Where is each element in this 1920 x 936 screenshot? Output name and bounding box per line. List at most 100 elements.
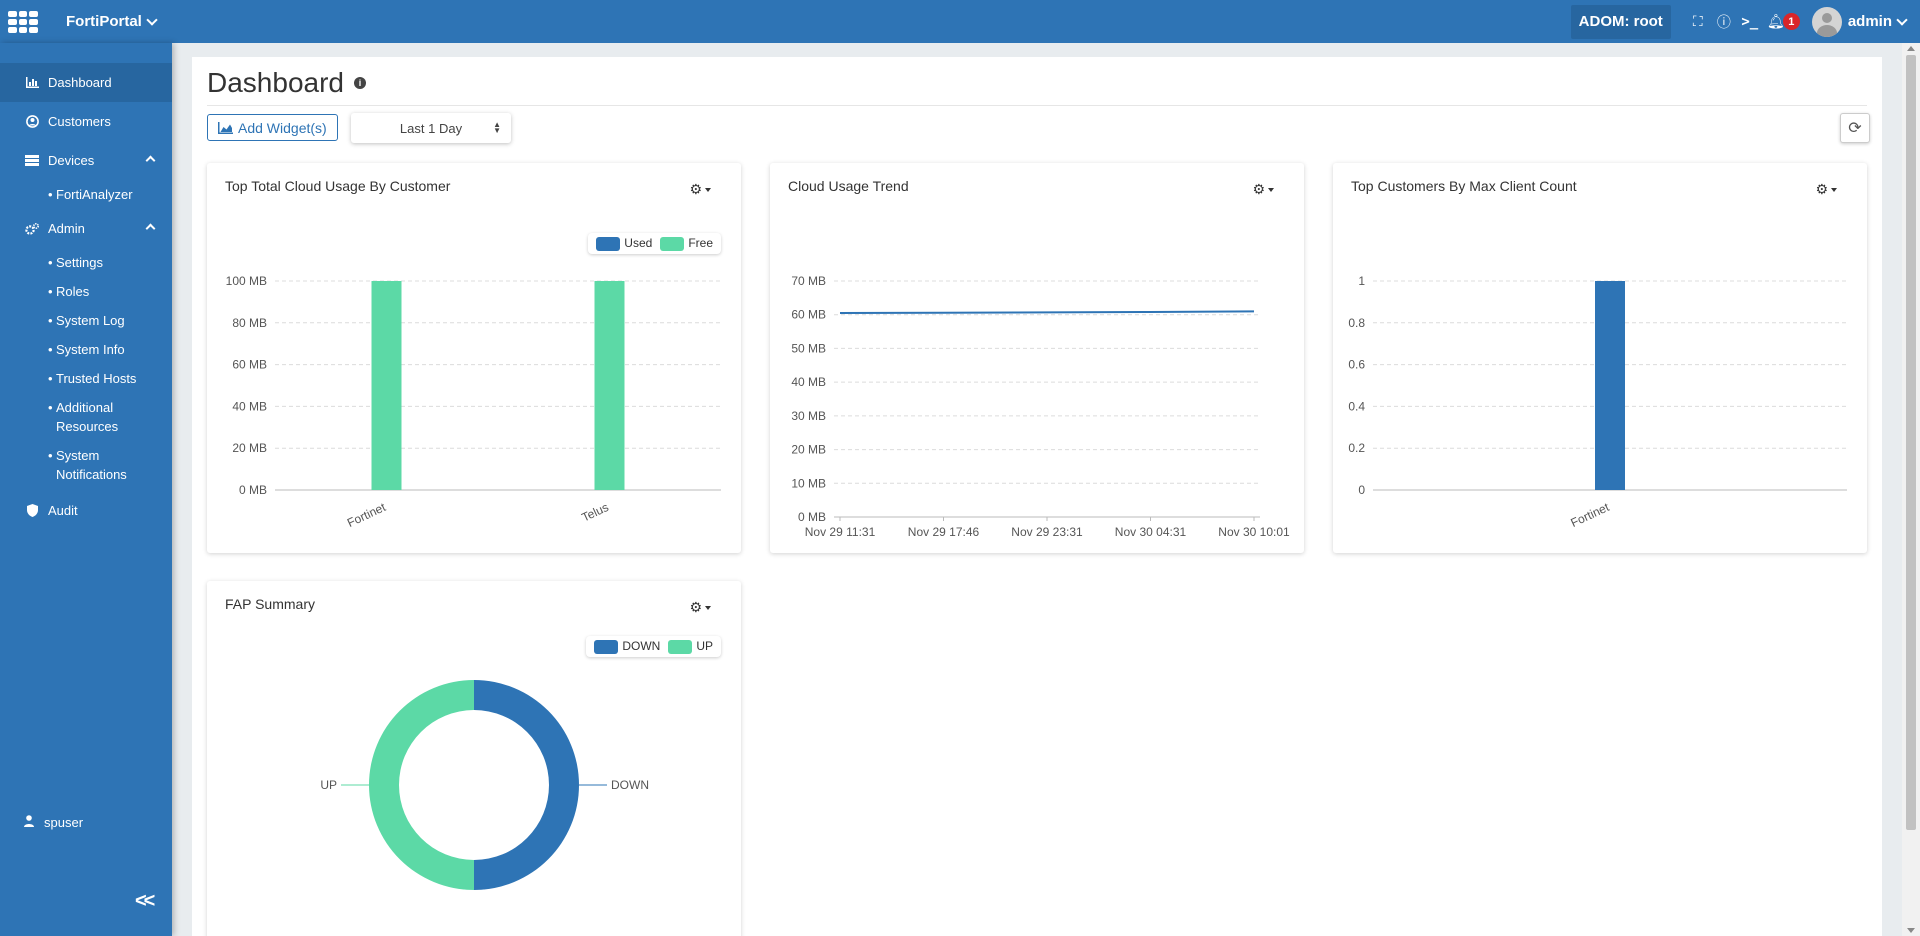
y-tick-label: 20 MB — [232, 441, 267, 455]
user-circle-icon — [24, 115, 40, 128]
server-icon — [24, 155, 40, 166]
add-widget-label: Add Widget(s) — [238, 119, 327, 136]
slice-up — [369, 680, 474, 890]
gear-icon[interactable]: ⚙ — [1252, 181, 1274, 198]
user-name: admin — [1847, 13, 1892, 30]
sidebar-item-fortianalyzer[interactable]: FortiAnalyzer — [0, 180, 172, 209]
bell-icon[interactable]: 🔔︎ — [1766, 13, 1785, 29]
scroll-up-icon[interactable] — [1907, 46, 1915, 51]
sidebar-item-label: Dashboard — [48, 75, 112, 90]
y-tick-label: 0.4 — [1348, 399, 1365, 413]
scroll-thumb[interactable] — [1906, 55, 1916, 830]
select-arrows-icon: ▲ ▼ — [493, 120, 501, 135]
chevron-up-icon — [145, 155, 156, 166]
current-user-name: spuser — [44, 815, 84, 830]
time-range-select[interactable]: Last 1 Day ▲ ▼ — [351, 113, 511, 143]
brand-label: FortiPortal — [66, 13, 142, 30]
sidebar-subitem-label: Trusted Hosts — [56, 371, 137, 386]
sidebar-item-additional-resources[interactable]: Additional Resources — [0, 393, 140, 441]
trend-line — [839, 310, 1255, 315]
x-tick-label: Nov 29 23:31 — [1011, 525, 1083, 539]
gear-icon[interactable]: ⚙ — [1815, 181, 1837, 198]
legend-item-down[interactable]: DOWN — [594, 639, 660, 654]
bar-free — [594, 281, 625, 490]
y-tick-label: 0.2 — [1348, 441, 1365, 455]
user-menu[interactable]: admin — [1811, 6, 1908, 37]
sidebar-item-system-log[interactable]: System Log — [0, 306, 172, 335]
sidebar-subitem-label: Additional Resources — [56, 400, 119, 434]
fap-donut-chart: DOWN UP — [320, 680, 649, 890]
sidebar-item-label: Admin — [48, 221, 85, 236]
collapse-sidebar-icon[interactable]: << — [135, 890, 155, 912]
x-tick-label: Fortinet — [345, 500, 388, 530]
y-tick-label: 30 MB — [791, 409, 826, 423]
legend-item-used[interactable]: Used — [596, 236, 652, 251]
widget-title: Top Total Cloud Usage By Customer — [225, 178, 451, 194]
current-user[interactable]: spuser — [24, 815, 83, 830]
sidebar-item-audit[interactable]: Audit — [0, 491, 172, 530]
sidebar-item-admin[interactable]: Admin — [0, 209, 172, 248]
y-tick-label: 70 MB — [791, 274, 826, 288]
x-tick-label: Nov 29 11:31 — [805, 525, 876, 539]
sidebar-subitem-label: System Info — [56, 342, 125, 357]
add-widget-button[interactable]: Add Widget(s) — [207, 114, 338, 141]
sidebar-subitem-label: Roles — [56, 284, 90, 299]
sidebar-subitem-label: System Notifications — [56, 448, 127, 482]
fullscreen-icon[interactable]: ⛶ — [1692, 13, 1703, 29]
y-tick-label: 80 MB — [232, 316, 267, 330]
sidebar-subitem-label: System Log — [56, 313, 125, 328]
page-title-text: Dashboard — [207, 67, 344, 98]
y-tick-label: 40 MB — [232, 399, 267, 413]
usage-chart: 0 MB 20 MB 40 MB 60 MB 80 MB 100 MB Fortinet Te… — [226, 274, 721, 530]
y-tick-label: 1 — [1358, 274, 1365, 288]
brand-menu[interactable]: FortiPortal — [66, 13, 158, 30]
y-tick-label: 40 MB — [791, 375, 826, 389]
slice-label: DOWN — [611, 778, 649, 792]
y-tick-label: 0.6 — [1348, 358, 1365, 372]
trend-chart: 0 MB 10 MB 20 MB 30 MB 40 MB 50 MB 60 MB 70 MB N… — [791, 274, 1290, 539]
sidebar-item-customers[interactable]: Customers — [0, 102, 172, 141]
apps-grid-icon[interactable] — [8, 10, 38, 33]
top-bar: FortiPortal ADOM: root ⛶ ⓘ >_ 🔔︎ 1 admin — [0, 0, 1920, 43]
sidebar-item-settings[interactable]: Settings — [0, 248, 172, 277]
legend-item-up[interactable]: UP — [668, 639, 713, 654]
y-tick-label: 0 MB — [239, 483, 267, 497]
y-tick-label: 20 MB — [791, 443, 826, 457]
widget-cloud-usage-trend: Cloud Usage Trend ⚙ 0 MB 10 MB 20 MB 30 MB 4… — [770, 163, 1304, 553]
scroll-down-icon[interactable] — [1907, 928, 1915, 933]
x-tick-label: Fortinet — [1568, 500, 1611, 530]
page-scrollbar[interactable] — [1902, 43, 1920, 936]
legend-item-free[interactable]: Free — [660, 236, 713, 251]
help-icon[interactable]: ⓘ — [1716, 13, 1731, 30]
gear-icon[interactable]: ⚙ — [689, 599, 711, 616]
bar-free — [371, 281, 402, 490]
chart-legend: DOWN UP — [586, 636, 721, 657]
y-tick-label: 0 MB — [798, 510, 826, 524]
info-icon[interactable]: i — [353, 77, 366, 89]
x-tick-label: Telus — [579, 500, 610, 525]
widget-top-customers-clients: Top Customers By Max Client Count ⚙ 0 0.2… — [1333, 163, 1867, 553]
slice-label: UP — [320, 778, 337, 792]
sidebar-item-label: Devices — [48, 153, 95, 168]
chart-legend: Used Free — [588, 233, 721, 254]
time-range-value: Last 1 Day — [399, 120, 463, 136]
refresh-button[interactable]: ⟳ — [1840, 113, 1870, 143]
adom-selector[interactable]: ADOM: root — [1570, 4, 1671, 39]
x-tick-label: Nov 30 10:01 — [1218, 525, 1290, 539]
notification-badge[interactable]: 1 — [1782, 13, 1800, 30]
widget-fap-summary: FAP Summary ⚙ DOWN UP DOWN UP — [207, 581, 741, 936]
sidebar-item-system-info[interactable]: System Info — [0, 335, 172, 364]
main-content: Dashboard i Add Widget(s) Last 1 Day ▲ ▼ … — [192, 57, 1882, 936]
sidebar-item-label: Customers — [48, 114, 111, 129]
sidebar-item-devices[interactable]: Devices — [0, 141, 172, 180]
sidebar-item-dashboard[interactable]: Dashboard — [0, 63, 172, 102]
gear-icon[interactable]: ⚙ — [689, 181, 711, 198]
x-tick-label: Nov 29 17:46 — [908, 525, 980, 539]
sidebar-item-system-notifications[interactable]: System Notifications — [0, 441, 140, 489]
sidebar-item-roles[interactable]: Roles — [0, 277, 172, 306]
terminal-icon[interactable]: >_ — [1741, 13, 1759, 30]
sidebar-item-trusted-hosts[interactable]: Trusted Hosts — [0, 364, 172, 393]
page-title: Dashboard i — [207, 67, 366, 99]
clients-chart: 0 0.2 0.4 0.6 0.8 1 Fortinet — [1348, 274, 1847, 530]
widget-title: FAP Summary — [225, 596, 315, 612]
